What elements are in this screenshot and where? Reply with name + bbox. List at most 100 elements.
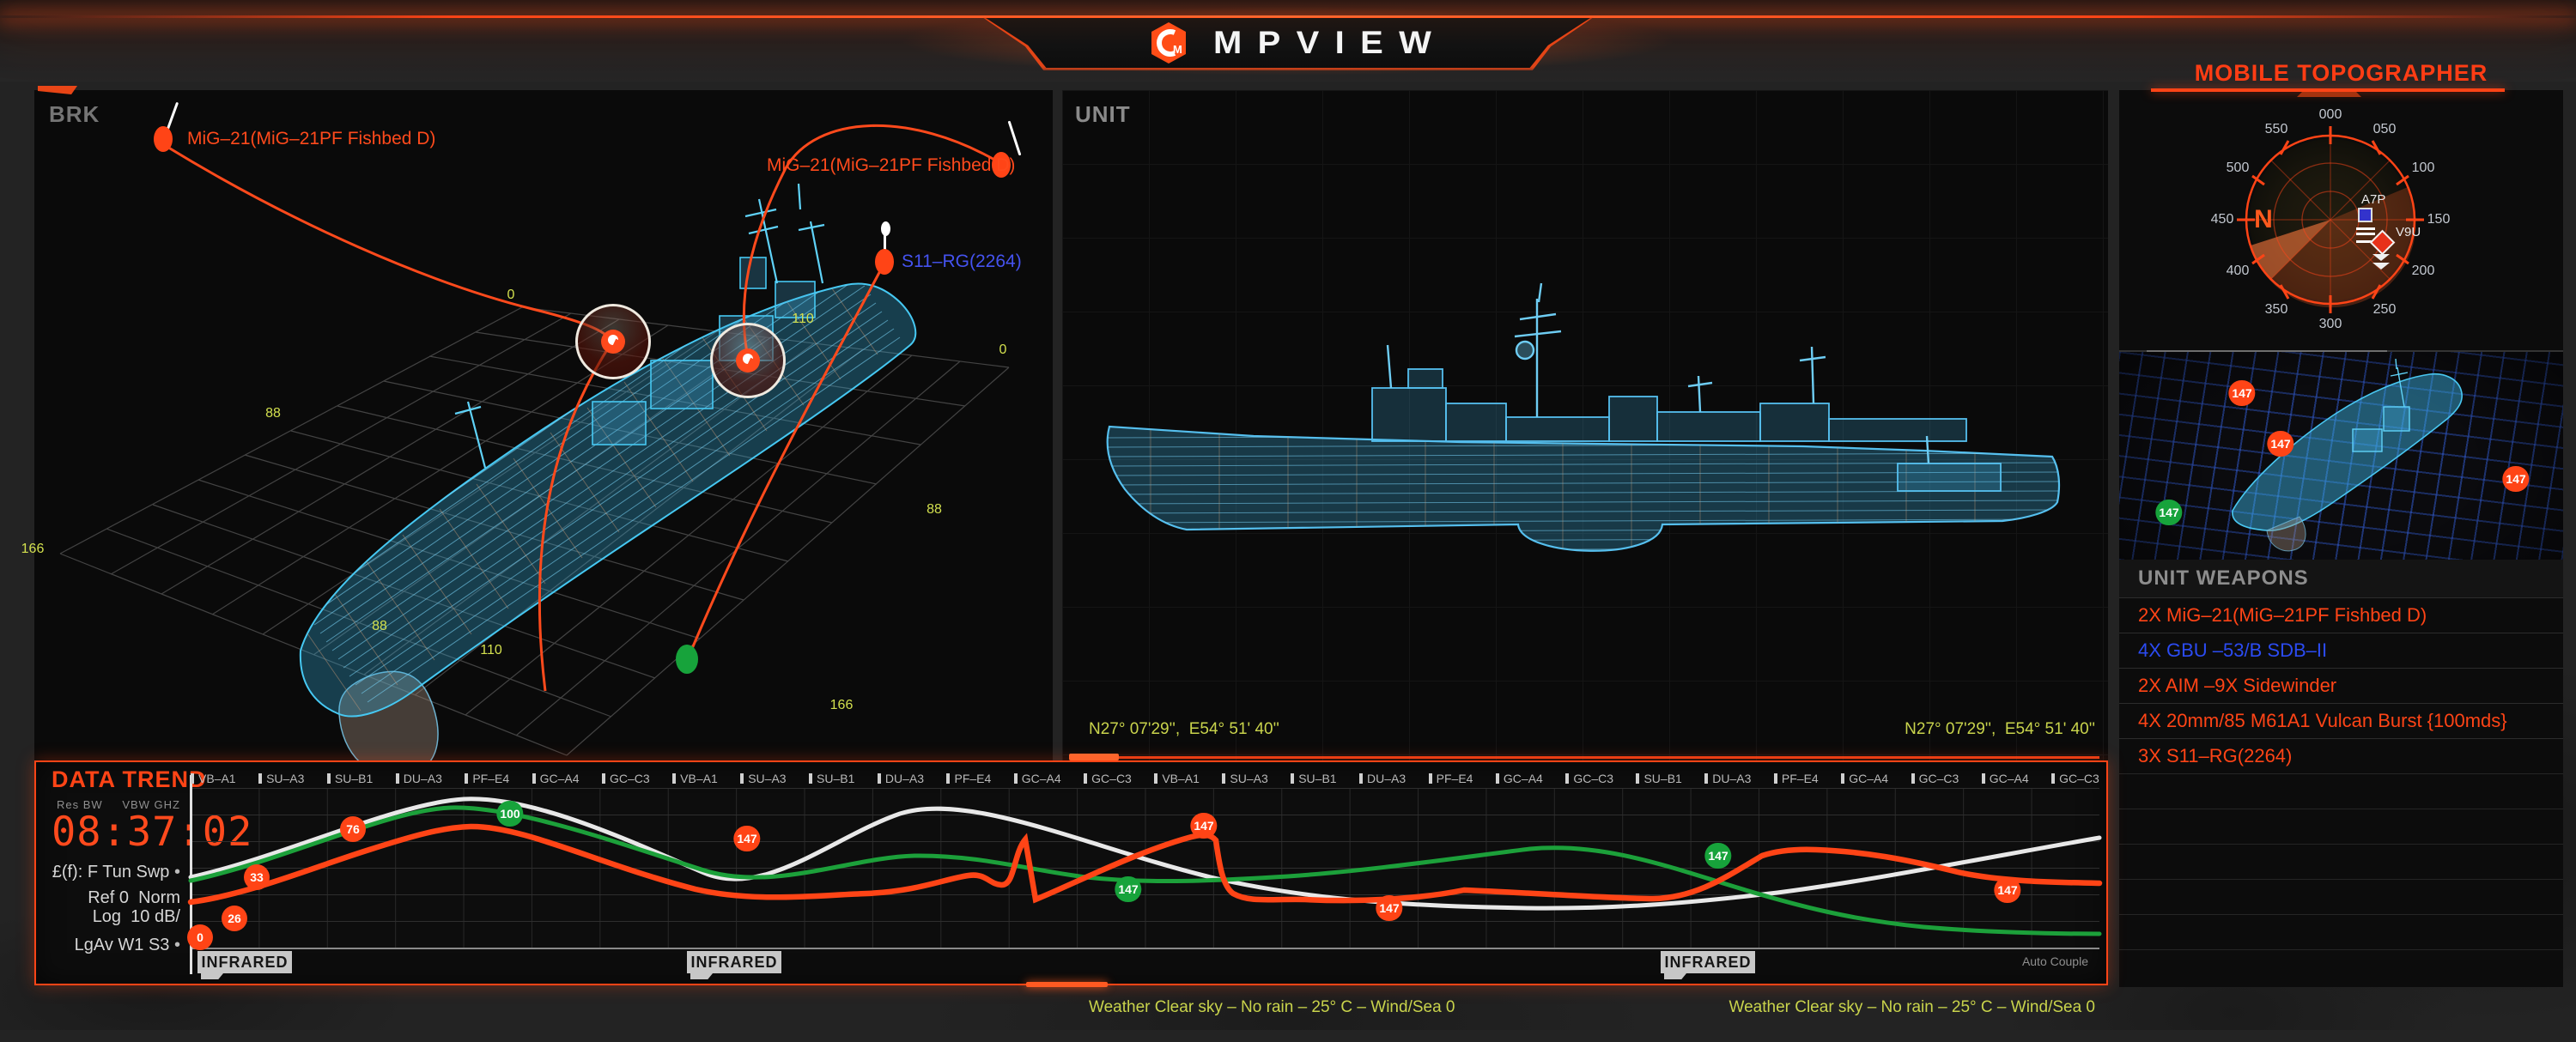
empty-row: [2119, 844, 2563, 879]
target-reticle-1[interactable]: [575, 304, 651, 379]
column-label: PF–E4: [1429, 770, 1473, 787]
track-badge[interactable]: 147: [2228, 380, 2256, 406]
radar-tick-200: 200: [2411, 264, 2435, 278]
column-label: GC–C3: [1911, 770, 1959, 787]
track-badge[interactable]: 147: [2502, 466, 2530, 492]
header-accent-line: [0, 15, 2576, 18]
trend-series-red: [187, 823, 2103, 906]
empty-row: [2119, 914, 2563, 949]
column-label: VB–A1: [191, 770, 236, 787]
weapon-row[interactable]: 4X 20mm/85 M61A1 Vulcan Burst {100mds}: [2119, 703, 2563, 738]
tab-infrared-2[interactable]: INFRARED: [687, 951, 781, 973]
radar-tick-250: 250: [2372, 302, 2397, 317]
mig-right-label: MiG–21(MiG–21PF Fishbed D): [767, 155, 1016, 175]
data-trend-title: DATA TREND: [52, 766, 207, 792]
column-label: SU–B1: [1636, 770, 1681, 787]
s11-pin-head: [881, 221, 890, 236]
column-label: SU–B1: [809, 770, 854, 787]
value-badge: 76: [340, 816, 366, 842]
axis-tick: 166: [21, 542, 45, 556]
value-badge: 100: [496, 801, 524, 827]
column-label: PF–E4: [946, 770, 991, 787]
column-label: GC–A4: [532, 770, 580, 787]
empty-row: [2119, 879, 2563, 914]
column-label: VB–A1: [672, 770, 718, 787]
mig-left-label: MiG–21(MiG–21PF Fishbed D): [187, 129, 436, 148]
column-label: GC–C3: [1084, 770, 1132, 787]
value-badge: 147: [1994, 877, 2021, 903]
axis-tick: 110: [480, 643, 502, 657]
empty-row: [2119, 809, 2563, 844]
app-title: MPVIEW: [1212, 25, 1448, 60]
column-label: GC–C3: [602, 770, 650, 787]
trend-column-labels: VB–A1 SU–A3 SU–B1 DU–A3 PF–E4 GC–A4 GC–C3 VB–A1…: [191, 770, 2099, 787]
axis-tick: 0: [507, 288, 515, 302]
ftunswp-label: £(f): F Tun Swp: [26, 863, 180, 882]
column-label: SU–A3: [1222, 770, 1267, 787]
target-reticle-2[interactable]: [710, 323, 786, 398]
chevron-down-icon: [2372, 263, 2390, 270]
column-label: GC–A4: [1982, 770, 2029, 787]
radar-compass[interactable]: [2119, 90, 2563, 350]
bottom-accent: [1026, 982, 1108, 987]
brk-panel: [34, 90, 1053, 760]
chevron-down-icon: [2372, 254, 2390, 261]
empty-row: [2119, 949, 2563, 984]
weapon-row[interactable]: 4X GBU –53/B SDB–II: [2119, 633, 2563, 668]
radar-tick-450: 450: [2210, 212, 2234, 227]
unit-panel-title: UNIT: [1075, 101, 1131, 127]
column-label: PF–E4: [465, 770, 509, 787]
weapon-row[interactable]: 2X MiG–21(MiG–21PF Fishbed D): [2119, 597, 2563, 633]
track-badge[interactable]: 147: [2155, 500, 2183, 525]
value-badge: 147: [1190, 813, 1218, 839]
axis-tick: 110: [792, 312, 814, 326]
column-label: GC–C3: [2051, 770, 2099, 787]
empty-row: [2119, 773, 2563, 809]
column-label: SU–A3: [740, 770, 786, 787]
logo-housing: M MPVIEW: [986, 18, 1590, 68]
axis-tick: 88: [927, 502, 942, 517]
column-label: DU–A3: [1704, 770, 1751, 787]
impact-point-marker[interactable]: [676, 645, 698, 674]
weapon-row[interactable]: 3X S11–RG(2264): [2119, 738, 2563, 773]
unit-divider-cap: [1069, 754, 1119, 760]
column-label: PF–E4: [1774, 770, 1819, 787]
tab-infrared-1[interactable]: INFRARED: [197, 951, 292, 973]
trend-series-green: [188, 805, 2102, 936]
weapon-row[interactable]: 2X AIM –9X Sidewinder: [2119, 668, 2563, 703]
geo-line: Weather Clear sky – No rain – 25° C – Wi…: [1089, 998, 1455, 1016]
axis-tick: 0: [999, 342, 1007, 357]
contact-a7p-label: A7P: [2361, 192, 2386, 207]
svg-text:M: M: [1173, 43, 1182, 56]
track-badge[interactable]: 147: [2267, 431, 2294, 457]
mig-marker-right[interactable]: [992, 152, 1011, 178]
contact-a7p-tracks-icon: [2356, 227, 2375, 243]
topographer-underline: [2151, 88, 2505, 92]
auto-couple-toggle[interactable]: Auto Couple: [2021, 954, 2088, 968]
radar-tick-550: 550: [2264, 122, 2288, 136]
compass-north-label: N: [2254, 205, 2273, 233]
column-label: GC–A4: [1496, 770, 1543, 787]
axis-tick: 88: [372, 619, 387, 633]
column-label: DU–A3: [396, 770, 442, 787]
marker-pin: [884, 233, 886, 256]
value-badge: 147: [733, 826, 761, 851]
column-label: DU–A3: [1359, 770, 1406, 787]
tab-infrared-3[interactable]: INFRARED: [1661, 951, 1755, 973]
mini-terrain-mesh[interactable]: [2119, 352, 2563, 560]
s11-marker[interactable]: [875, 249, 894, 275]
target-icon: [601, 330, 625, 354]
radar-tick-400: 400: [2226, 264, 2250, 278]
unit-divider-line: [1069, 756, 2099, 759]
value-badge: 0: [187, 924, 213, 950]
mig-marker-left[interactable]: [154, 126, 173, 152]
mpview-logo-icon: M: [1151, 22, 1186, 64]
vbw-label: VBW GHZ: [122, 798, 180, 811]
contact-a7p-icon[interactable]: [2358, 208, 2372, 222]
axis-tick: 88: [265, 406, 281, 421]
value-badge: 33: [244, 864, 270, 890]
radar-tick-000: 000: [2318, 107, 2342, 122]
radar-tick-100: 100: [2411, 161, 2435, 175]
radar-tick-150: 150: [2427, 212, 2451, 227]
